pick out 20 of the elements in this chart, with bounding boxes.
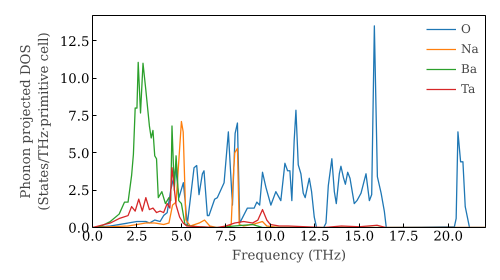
- legend-label: Ta: [461, 82, 476, 96]
- x-tick-label: 17.5: [388, 230, 419, 244]
- x-tick-label: 0.0: [82, 230, 104, 244]
- x-tick-label: 12.5: [300, 230, 330, 244]
- y-tick-label: 12.5: [60, 34, 90, 50]
- y-axis-title: Phonon projected DOS (States/THz·primitive cell): [18, 32, 52, 211]
- x-tick-label: 20.0: [433, 230, 464, 244]
- x-tick-label: 2.5: [126, 230, 148, 244]
- x-tick-label: 15.0: [344, 230, 374, 244]
- legend-label: O: [461, 22, 472, 36]
- x-tick-label: 7.5: [215, 230, 236, 244]
- y-tick-label: 2.5: [68, 184, 90, 200]
- x-tick-label: 10.0: [255, 230, 286, 244]
- y-tick-label: 5.0: [68, 146, 90, 162]
- legend-label: Ba: [461, 62, 478, 76]
- x-axis-title: Frequency (THz): [232, 248, 346, 264]
- x-tick-label: 5.0: [170, 230, 192, 244]
- legend-label: Na: [461, 42, 480, 56]
- y-tick-label: 10.0: [60, 72, 90, 88]
- y-tick-label: 7.5: [68, 110, 90, 125]
